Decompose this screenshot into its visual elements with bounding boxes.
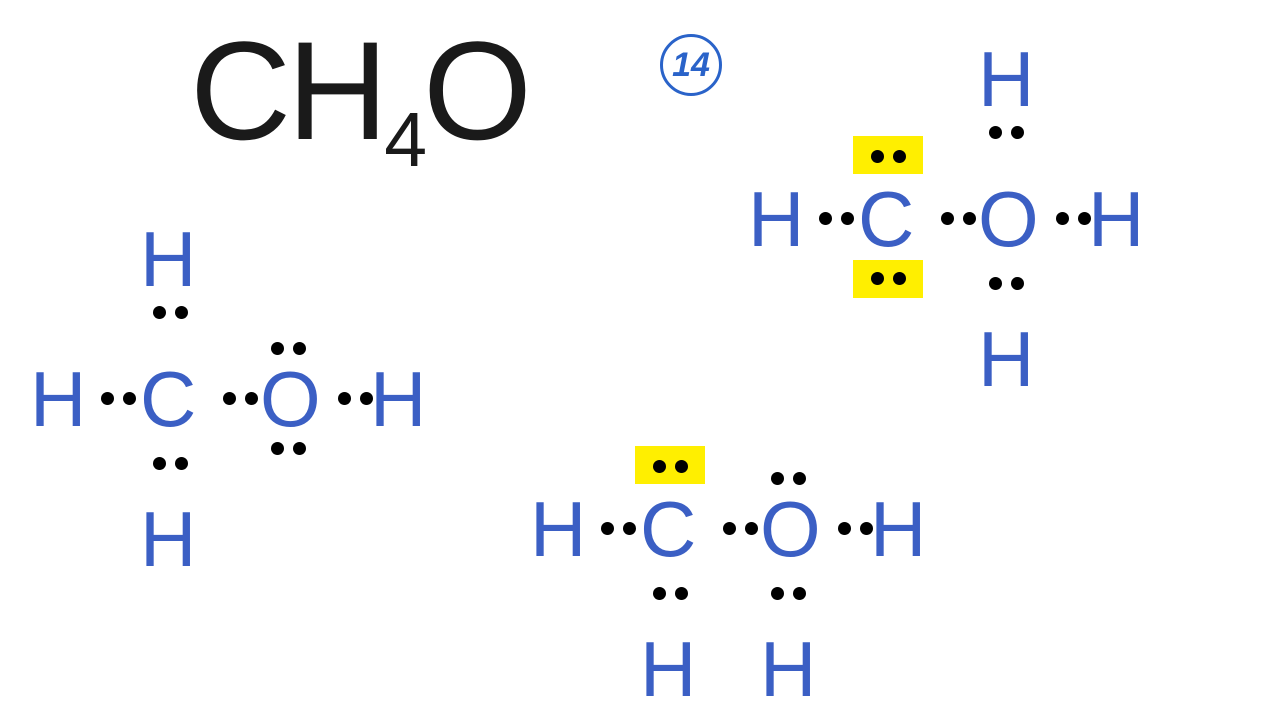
atom-h: H <box>978 320 1034 398</box>
electron-dot-bond <box>153 306 166 319</box>
electron-dot-bond <box>123 392 136 405</box>
electron-dot-bond <box>1011 126 1024 139</box>
formula-part1: CH <box>190 12 384 169</box>
electron-dot-bond <box>941 212 954 225</box>
atom-h: H <box>530 490 586 568</box>
atom-h: H <box>30 360 86 438</box>
atom-h: H <box>978 40 1034 118</box>
electron-dot-bond <box>793 587 806 600</box>
electron-dot-lone <box>271 342 284 355</box>
electron-dot-bond <box>841 212 854 225</box>
electron-dot-bond <box>1056 212 1069 225</box>
electron-dot-lone <box>893 150 906 163</box>
lone-pair-highlight <box>853 136 923 174</box>
electron-dot-bond <box>153 457 166 470</box>
atom-o: O <box>260 360 321 438</box>
atom-c: C <box>140 360 196 438</box>
electron-dot-bond <box>838 522 851 535</box>
electron-dot-lone <box>293 342 306 355</box>
electron-dot-bond <box>338 392 351 405</box>
atom-h: H <box>760 630 816 708</box>
atom-o: O <box>760 490 821 568</box>
lone-pair-highlight <box>635 446 705 484</box>
electron-dot-bond <box>963 212 976 225</box>
atom-o: O <box>978 180 1039 258</box>
electron-dot-bond <box>1011 277 1024 290</box>
electron-dot-bond <box>745 522 758 535</box>
electron-dot-lone <box>871 150 884 163</box>
electron-dot-bond <box>245 392 258 405</box>
electron-dot-lone <box>771 472 784 485</box>
electron-dot-bond <box>723 522 736 535</box>
electron-dot-bond <box>601 522 614 535</box>
atom-h: H <box>870 490 926 568</box>
electron-dot-bond <box>860 522 873 535</box>
electron-dot-lone <box>675 460 688 473</box>
electron-dot-bond <box>989 126 1002 139</box>
molecular-formula: CH4O <box>190 10 528 172</box>
formula-part2: O <box>423 12 528 169</box>
electron-dot-lone <box>653 460 666 473</box>
electron-dot-lone <box>793 472 806 485</box>
atom-h: H <box>140 220 196 298</box>
electron-count-value: 14 <box>672 46 710 85</box>
formula-subscript: 4 <box>384 97 423 183</box>
electron-dot-bond <box>360 392 373 405</box>
electron-dot-bond <box>819 212 832 225</box>
electron-dot-bond <box>175 457 188 470</box>
atom-h: H <box>140 500 196 578</box>
electron-dot-bond <box>989 277 1002 290</box>
electron-dot-bond <box>675 587 688 600</box>
diagram-stage: CH4O 14 HCOHHHHCOHHHHCOHHH <box>0 0 1280 720</box>
atom-h: H <box>640 630 696 708</box>
electron-dot-lone <box>271 442 284 455</box>
electron-dot-bond <box>771 587 784 600</box>
atom-h: H <box>1088 180 1144 258</box>
electron-count-badge: 14 <box>660 34 722 96</box>
atom-c: C <box>640 490 696 568</box>
electron-dot-bond <box>653 587 666 600</box>
electron-dot-bond <box>223 392 236 405</box>
electron-dot-lone <box>871 272 884 285</box>
electron-dot-lone <box>293 442 306 455</box>
atom-h: H <box>748 180 804 258</box>
electron-dot-bond <box>623 522 636 535</box>
lone-pair-highlight <box>853 260 923 298</box>
electron-dot-bond <box>101 392 114 405</box>
electron-dot-bond <box>175 306 188 319</box>
atom-h: H <box>370 360 426 438</box>
electron-dot-lone <box>893 272 906 285</box>
atom-c: C <box>858 180 914 258</box>
electron-dot-bond <box>1078 212 1091 225</box>
